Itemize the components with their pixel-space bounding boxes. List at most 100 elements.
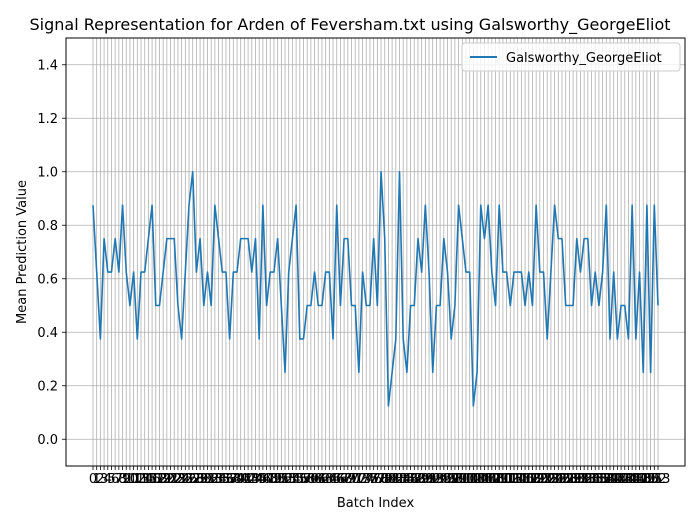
x-tick-label: 145 — [616, 472, 641, 487]
x-tick-label: 120 — [524, 472, 549, 487]
x-tick-label: 135 — [579, 472, 604, 487]
x-tick-label: 15 — [140, 472, 157, 487]
series-line-galsworthy-georgeeliot — [92, 170, 659, 407]
x-tick-label: 48 — [262, 472, 279, 487]
y-axis-label: Mean Prediction Value — [15, 180, 30, 324]
x-tick-label: 59 — [303, 472, 320, 487]
x-tick-label: 52 — [277, 472, 294, 487]
x-tick-label: 132 — [568, 472, 593, 487]
x-tick-label: 12 — [129, 472, 146, 487]
x-tick-label: 81 — [384, 472, 401, 487]
x-tick-label: 35 — [214, 472, 231, 487]
x-tick-label: 45 — [251, 472, 268, 487]
x-tick-label: 137 — [587, 472, 612, 487]
x-tick-label: 111 — [490, 472, 515, 487]
legend: Galsworthy_GeorgeEliot — [461, 42, 681, 72]
x-tick-label: 108 — [479, 472, 504, 487]
x-tick-label: 124 — [538, 472, 563, 487]
x-tick-label: 25 — [177, 472, 194, 487]
x-tick-label: 61 — [310, 472, 327, 487]
x-tick-label: 40 — [232, 472, 249, 487]
x-tick-label: 18 — [151, 472, 168, 487]
x-tick-label: 60 — [306, 472, 323, 487]
x-tick-label: 117 — [513, 472, 538, 487]
x-tick-label: 110 — [487, 472, 512, 487]
x-tick-label: 62 — [314, 472, 331, 487]
y-tick-label: 1.0 — [37, 165, 58, 180]
x-tick-label: 13 — [133, 472, 150, 487]
x-tick-label: 79 — [376, 472, 393, 487]
x-tick-label: 23 — [170, 472, 187, 487]
x-tick-label: 6 — [111, 472, 119, 487]
x-tick-label: 11 — [125, 472, 142, 487]
series-layer — [92, 170, 659, 407]
x-tick-label: 54 — [284, 472, 301, 487]
x-tick-label: 141 — [601, 472, 626, 487]
x-tick-label: 112 — [494, 472, 519, 487]
legend-entry-label: Galsworthy_GeorgeEliot — [506, 51, 662, 66]
x-tick-label: 51 — [273, 472, 290, 487]
x-tick-label: 32 — [203, 472, 220, 487]
x-tick-label: 76 — [365, 472, 382, 487]
x-tick-label: 147 — [623, 472, 648, 487]
x-tick-label: 9 — [122, 472, 130, 487]
x-tick-label: 131 — [564, 472, 589, 487]
x-tick-label: 30 — [196, 472, 213, 487]
x-tick-label: 130 — [561, 472, 586, 487]
x-tick-label: 5 — [107, 472, 115, 487]
x-tick-label: 127 — [550, 472, 575, 487]
x-tick-label: 109 — [483, 472, 508, 487]
x-tick-label: 82 — [388, 472, 405, 487]
x-tick-label: 1 — [93, 472, 101, 487]
x-tick-label: 89 — [413, 472, 430, 487]
x-tick-label: 75 — [362, 472, 379, 487]
x-tick-label: 71 — [347, 472, 364, 487]
y-tick-label: 0.0 — [37, 433, 58, 448]
x-tick-label: 17 — [148, 472, 165, 487]
x-tick-label: 26 — [181, 472, 198, 487]
x-tick-label: 153 — [646, 472, 671, 487]
x-tick-label: 67 — [332, 472, 349, 487]
x-tick-label: 143 — [609, 472, 634, 487]
x-axis-label: Batch Index — [337, 496, 415, 511]
x-tick-label: 107 — [476, 472, 501, 487]
x-tick-label: 149 — [631, 472, 656, 487]
x-tick-label: 136 — [583, 472, 608, 487]
x-tick-label: 36 — [218, 472, 235, 487]
x-tick-label: 95 — [436, 472, 453, 487]
x-tick-label: 68 — [336, 472, 353, 487]
y-tick-label: 1.2 — [37, 112, 58, 127]
x-tick-label: 99 — [450, 472, 467, 487]
x-tick-label: 98 — [447, 472, 464, 487]
x-tick-label: 116 — [509, 472, 534, 487]
x-tick-label: 78 — [373, 472, 390, 487]
x-tick-label: 83 — [391, 472, 408, 487]
x-tick-label: 27 — [184, 472, 201, 487]
x-tick-label: 47 — [258, 472, 275, 487]
x-tick-label: 106 — [472, 472, 497, 487]
x-tick-label: 58 — [299, 472, 316, 487]
x-tick-label: 105 — [468, 472, 493, 487]
x-tick-label: 87 — [406, 472, 423, 487]
x-tick-label: 129 — [557, 472, 582, 487]
x-tick-label: 101 — [454, 472, 479, 487]
x-tick-label: 24 — [173, 472, 190, 487]
x-tick-label: 7 — [115, 472, 123, 487]
x-tick-label: 56 — [292, 472, 309, 487]
x-tick-label: 34 — [210, 472, 227, 487]
x-tick-label: 31 — [199, 472, 216, 487]
x-axis: 0123456789101112131415161718192021222324… — [89, 466, 671, 487]
x-tick-label: 128 — [553, 472, 578, 487]
x-tick-label: 2 — [96, 472, 104, 487]
x-tick-label: 122 — [531, 472, 556, 487]
x-tick-label: 16 — [144, 472, 161, 487]
x-tick-label: 50 — [269, 472, 286, 487]
x-tick-label: 29 — [192, 472, 209, 487]
x-tick-label: 140 — [598, 472, 623, 487]
x-tick-label: 142 — [605, 472, 630, 487]
x-tick-label: 92 — [424, 472, 441, 487]
x-tick-label: 8 — [118, 472, 126, 487]
x-tick-label: 150 — [635, 472, 660, 487]
x-tick-label: 33 — [207, 472, 224, 487]
